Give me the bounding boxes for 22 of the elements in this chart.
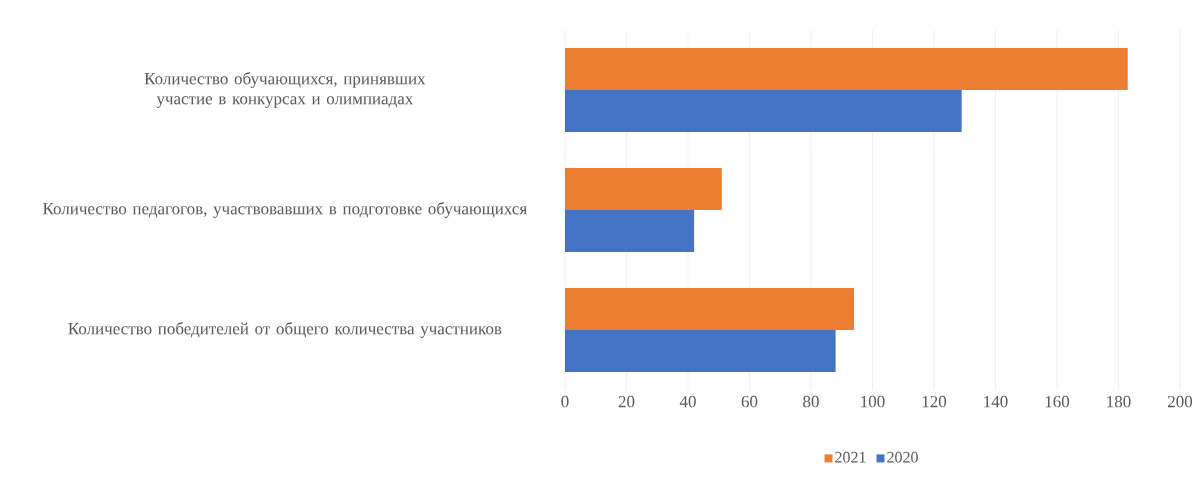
bar <box>565 89 962 132</box>
x-tick-label: 140 <box>984 395 1008 408</box>
bar <box>565 209 695 252</box>
x-tick-label: 40 <box>679 395 696 408</box>
x-tick-label: 200 <box>1167 395 1193 408</box>
x-tick-label: 100 <box>861 395 885 408</box>
bar <box>565 329 836 372</box>
bar <box>565 167 722 210</box>
bar <box>565 287 855 330</box>
bar <box>565 47 1128 90</box>
x-tick-label: 80 <box>803 395 819 408</box>
y-tick-label: Количество педагогов, участвовавших в подготовке обучающихся <box>43 202 527 218</box>
x-tick-label: 60 <box>741 395 758 408</box>
x-tick-label: 180 <box>1107 395 1131 408</box>
y-tick-label: Количество обучающихся, принявших участие в конкурсах и олимпиадах <box>144 72 426 108</box>
x-tick-label: 0 <box>561 395 569 408</box>
y-tick-label: Количество победителей от общего количества участников <box>68 322 502 338</box>
x-tick-label: 160 <box>1045 395 1070 408</box>
legend-label: 2021 <box>835 451 866 463</box>
x-tick-label: 120 <box>922 395 947 408</box>
x-tick-label: 20 <box>618 395 635 408</box>
legend-label: 2020 <box>887 451 918 463</box>
